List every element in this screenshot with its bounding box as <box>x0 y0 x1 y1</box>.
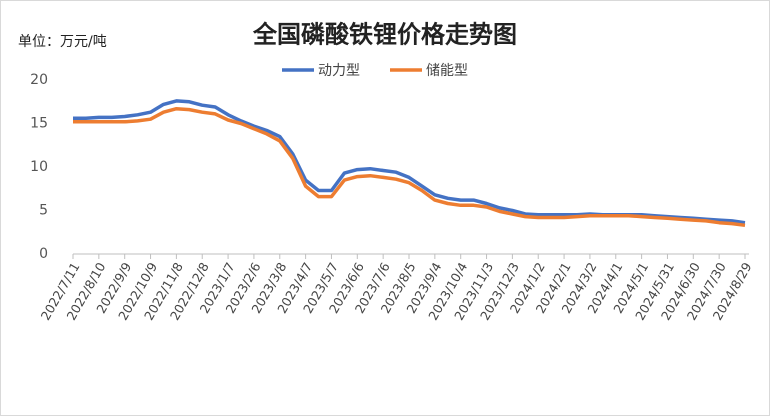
y-tick-label: 5 <box>39 203 48 219</box>
legend-label: 储能型 <box>426 63 468 79</box>
y-tick-label: 0 <box>39 246 48 262</box>
y-tick-label: 20 <box>30 72 48 88</box>
y-tick-label: 15 <box>30 116 48 132</box>
series-line <box>73 106 746 228</box>
legend-label: 动力型 <box>318 63 360 79</box>
y-tick-label: 10 <box>30 159 48 175</box>
chart-title: 全国磷酸铁锂价格走势图 <box>252 20 517 49</box>
unit-label: 单位：万元/吨 <box>18 34 107 50</box>
